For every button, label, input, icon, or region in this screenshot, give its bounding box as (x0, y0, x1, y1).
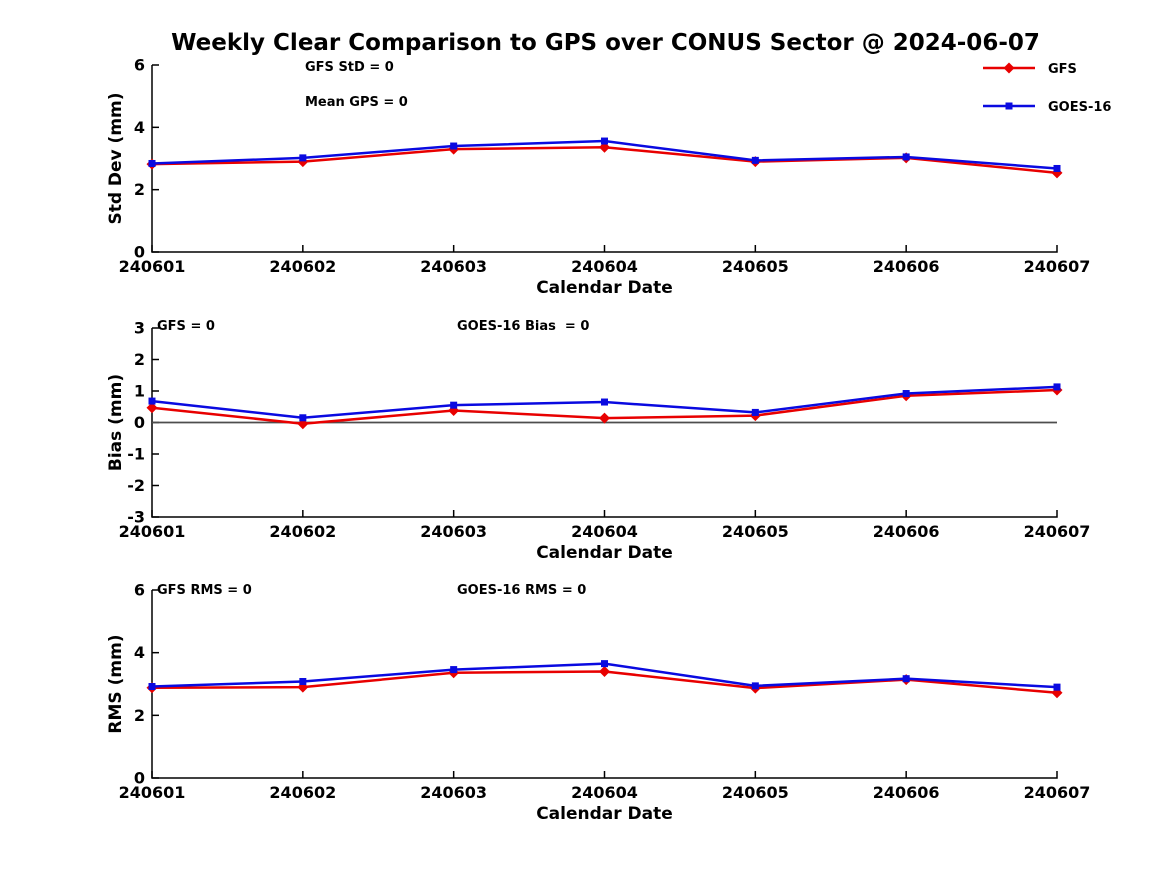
x-tick-label: 240601 (119, 522, 186, 541)
x-tick-label: 240603 (420, 257, 487, 276)
series-marker-goes-16 (299, 677, 307, 685)
annotation-text: GOES-16 Bias = 0 (457, 319, 589, 334)
annotation-text: Mean GPS = 0 (305, 95, 408, 110)
x-tick-label: 240601 (119, 783, 186, 802)
series-marker-goes-16 (450, 401, 458, 409)
series-marker-gfs (146, 402, 158, 414)
x-tick-label: 240607 (1024, 783, 1091, 802)
series-marker-gfs (599, 412, 610, 424)
x-tick-label: 240606 (873, 522, 940, 541)
legend-marker-goes-16 (1005, 102, 1013, 110)
y-tick-label: -3 (127, 508, 145, 527)
x-axis-label: Calendar Date (536, 278, 673, 298)
x-tick-label: 240603 (420, 522, 487, 541)
legend-label: GFS (1048, 62, 1077, 77)
series-marker-goes-16 (601, 660, 608, 668)
x-tick-label: 240602 (269, 522, 336, 541)
annotation-text: GFS StD = 0 (305, 60, 394, 75)
series-marker-goes-16 (751, 408, 759, 416)
x-tick-label: 240604 (571, 522, 638, 541)
y-tick-label: 6 (134, 56, 145, 75)
annotation-text: GFS = 0 (157, 319, 215, 334)
y-tick-label: -1 (127, 445, 145, 464)
x-axis-label: Calendar Date (536, 543, 673, 563)
x-tick-label: 240602 (269, 257, 336, 276)
series-marker-goes-16 (902, 675, 910, 683)
y-axis-label: Std Dev (mm) (106, 92, 126, 224)
series-marker-goes-16 (751, 156, 759, 164)
series-marker-goes-16 (1053, 164, 1061, 172)
series-marker-goes-16 (1053, 383, 1061, 391)
y-tick-label: 4 (134, 643, 145, 662)
x-tick-label: 240604 (571, 783, 638, 802)
series-marker-goes-16 (601, 137, 608, 145)
y-tick-label: 4 (134, 118, 145, 137)
x-tick-label: 240603 (420, 783, 487, 802)
y-axis-label: RMS (mm) (106, 634, 126, 733)
x-tick-label: 240605 (722, 783, 789, 802)
y-tick-label: 0 (134, 769, 145, 788)
series-marker-goes-16 (450, 142, 458, 150)
series-marker-goes-16 (450, 666, 458, 674)
series-marker-goes-16 (902, 390, 910, 398)
x-tick-label: 240607 (1024, 257, 1091, 276)
y-tick-label: 6 (134, 581, 145, 600)
series-marker-goes-16 (148, 159, 156, 167)
x-tick-label: 240601 (119, 257, 186, 276)
series-marker-goes-16 (299, 414, 307, 422)
annotation-text: GOES-16 RMS = 0 (457, 583, 586, 598)
axes-spine (151, 590, 1058, 779)
series-marker-goes-16 (1053, 683, 1061, 691)
y-tick-label: 0 (134, 243, 145, 262)
x-tick-label: 240605 (722, 522, 789, 541)
legend-marker-gfs (1003, 62, 1015, 74)
y-tick-label: 3 (134, 319, 145, 338)
y-tick-label: 0 (134, 413, 145, 432)
series-marker-goes-16 (751, 682, 759, 690)
x-tick-label: 240602 (269, 783, 336, 802)
y-axis-label: Bias (mm) (106, 374, 126, 471)
series-marker-goes-16 (299, 154, 307, 162)
y-tick-label: 2 (134, 350, 145, 369)
x-tick-label: 240606 (873, 783, 940, 802)
x-tick-label: 240607 (1024, 522, 1091, 541)
y-tick-label: -2 (127, 476, 145, 495)
x-axis-label: Calendar Date (536, 804, 673, 824)
series-marker-goes-16 (148, 683, 156, 691)
annotation-text: GFS RMS = 0 (157, 583, 252, 598)
x-tick-label: 240604 (571, 257, 638, 276)
y-tick-label: 1 (134, 382, 145, 401)
chart-title: Weekly Clear Comparison to GPS over CONU… (171, 30, 1040, 56)
series-marker-goes-16 (601, 398, 608, 406)
series-marker-goes-16 (902, 153, 910, 161)
x-tick-label: 240605 (722, 257, 789, 276)
series-marker-goes-16 (148, 397, 156, 405)
x-tick-label: 240606 (873, 257, 940, 276)
legend-label: GOES-16 (1048, 100, 1111, 115)
y-tick-label: 2 (134, 706, 145, 725)
series-marker-gfs (599, 665, 610, 677)
y-tick-label: 2 (134, 180, 145, 199)
